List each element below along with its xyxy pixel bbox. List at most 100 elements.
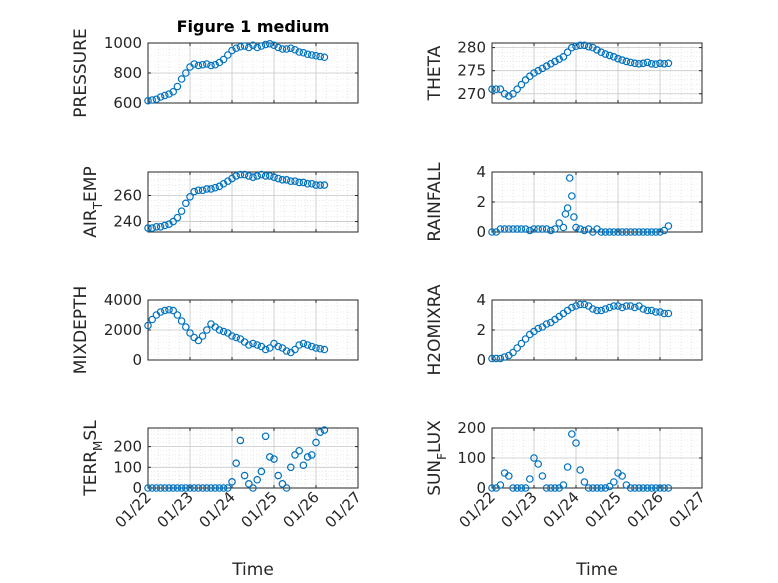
data-point <box>291 177 299 185</box>
subplot-sun: 010020001/2201/2301/2401/2501/2601/27Tim… <box>425 419 709 580</box>
data-point <box>626 484 635 492</box>
subplot-h2omixra: 0 2 4 H2OMIXRA <box>425 284 703 376</box>
data-point <box>190 187 199 196</box>
data-point <box>211 183 220 192</box>
data-point <box>173 311 182 319</box>
data-point <box>551 225 559 233</box>
data-point <box>182 69 190 77</box>
data-point <box>282 176 291 184</box>
x-tick-label: 01/27 <box>666 488 709 531</box>
data-point <box>525 475 534 483</box>
data-point <box>500 225 509 233</box>
data-point <box>207 61 215 70</box>
y-tick-label: 0 <box>132 479 142 497</box>
data-point <box>299 461 308 470</box>
data-point <box>572 439 580 447</box>
data-point <box>588 484 597 492</box>
data-point <box>224 51 232 59</box>
data-point <box>144 484 152 492</box>
data-point <box>265 453 274 461</box>
data-point <box>295 178 304 187</box>
x-tick-label: 01/25 <box>582 488 625 531</box>
data-point <box>169 217 178 226</box>
data-point <box>500 89 509 98</box>
data-point <box>639 484 648 492</box>
data-point <box>534 460 543 468</box>
data-point <box>656 228 664 236</box>
data-series <box>144 426 329 492</box>
data-point <box>601 50 610 58</box>
y-tick-label: 200 <box>457 419 486 437</box>
axes-box <box>147 171 359 233</box>
data-point <box>224 484 232 492</box>
y-tick-label: 600 <box>113 94 142 112</box>
data-point <box>618 472 627 480</box>
data-point <box>614 228 622 236</box>
data-point <box>572 42 580 51</box>
data-point <box>605 482 614 491</box>
data-point <box>576 300 585 309</box>
data-series <box>488 430 673 492</box>
data-point <box>198 60 207 69</box>
data-point <box>186 484 194 492</box>
data-point <box>597 228 606 236</box>
data-point <box>257 42 266 50</box>
data-point <box>605 303 614 312</box>
data-point <box>601 228 610 236</box>
data-point <box>488 354 496 363</box>
data-point <box>161 91 169 100</box>
data-point <box>165 90 173 98</box>
y-axis-label: SUNFLUX <box>425 420 449 496</box>
data-point <box>278 45 287 53</box>
data-point <box>538 225 547 233</box>
data-point <box>177 484 186 492</box>
data-point <box>651 484 660 492</box>
data-point <box>664 59 673 68</box>
data-point <box>274 471 283 480</box>
data-point <box>542 320 551 328</box>
y-tick-label: 0 <box>476 223 486 241</box>
data-point <box>265 172 274 180</box>
data-point <box>198 186 207 195</box>
data-point <box>576 225 585 233</box>
data-point <box>295 341 304 349</box>
subplot-rainfall: 0 2 4 RAINFALL <box>425 162 703 242</box>
data-point <box>316 52 325 61</box>
data-point <box>165 305 173 314</box>
data-point <box>534 66 543 75</box>
data-point <box>207 484 215 492</box>
subplot-air: 240 260 AIRTEMP <box>81 166 359 238</box>
data-point <box>542 62 551 70</box>
data-point <box>563 48 572 57</box>
data-point <box>651 60 660 69</box>
data-point <box>584 484 593 492</box>
data-point <box>517 80 526 89</box>
data-point <box>228 332 236 340</box>
data-point <box>660 309 669 318</box>
axes-box <box>147 427 359 489</box>
data-point <box>282 45 291 53</box>
data-point <box>253 43 262 52</box>
y-tick-label: 4 <box>476 163 486 181</box>
data-point <box>597 48 606 57</box>
y-tick-label: 100 <box>113 458 142 476</box>
data-point <box>278 176 287 184</box>
data-point <box>156 308 165 316</box>
data-point <box>609 302 618 310</box>
data-point <box>496 225 505 233</box>
data-point <box>542 484 551 492</box>
data-point <box>291 45 299 54</box>
data-point <box>660 484 669 492</box>
data-point <box>626 302 635 310</box>
data-point <box>232 44 241 53</box>
data-point <box>253 475 262 484</box>
data-point <box>559 53 568 61</box>
data-point <box>228 46 236 55</box>
y-tick-label: 275 <box>457 62 486 80</box>
data-point <box>320 345 329 354</box>
data-point <box>580 41 589 50</box>
data-point <box>572 223 580 232</box>
data-point <box>664 484 673 492</box>
data-point <box>618 228 627 236</box>
x-tick-label: 01/23 <box>498 488 541 531</box>
